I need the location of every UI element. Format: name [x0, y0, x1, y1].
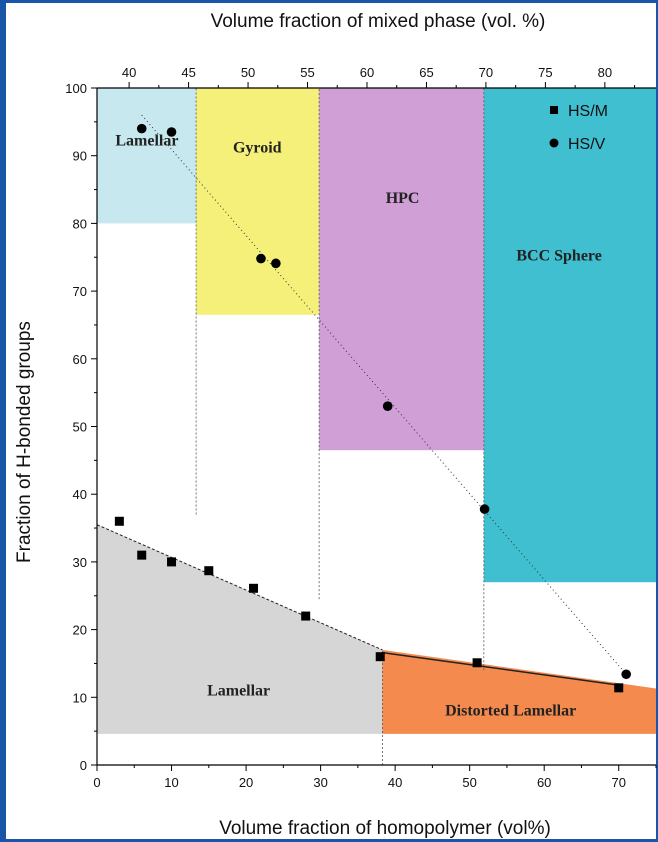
x-tick-label-3: 30: [313, 775, 327, 790]
x-tick-label-6: 60: [537, 775, 551, 790]
y-tick-label-4: 40: [73, 487, 87, 502]
region-label-lamellar-lower: Lamellar: [207, 682, 270, 699]
region-label-3: BCC Sphere: [516, 248, 602, 265]
point-hsm-3: [204, 566, 214, 576]
point-hsv-3: [271, 258, 281, 269]
region-labels: Lamellar Gyroid HPC BCC Sphere Lamellar Disto…: [115, 133, 601, 720]
region-lamellar-lower: [97, 524, 383, 734]
fit-line-hsm-distorted: [382, 651, 619, 686]
region-label-1: Gyroid: [233, 139, 282, 156]
region-0: [97, 88, 197, 224]
fit-lines: [96, 114, 627, 686]
region-label-distorted-lamellar: Distorted Lamellar: [445, 703, 576, 720]
axes: 0 10 20 30 40 50 60 70 80 90 100 0 10 20 30 40 50 60 70 40 4…: [65, 65, 657, 790]
legend-marker-hsv: [549, 138, 559, 148]
x-tick-label-4: 40: [388, 775, 402, 790]
y-axis-label: Fraction of H-bonded groups: [14, 321, 35, 563]
y-tick-label-2: 20: [73, 623, 87, 638]
x-tick-label-1: 10: [164, 775, 178, 790]
phase-regions: [97, 88, 656, 734]
x-tick-label-5: 50: [462, 775, 476, 790]
point-hsm-6: [375, 652, 385, 662]
x2-tick-label-3: 55: [300, 65, 314, 80]
fit-line-hsm-lamellar: [96, 524, 383, 651]
y-tick-label-10: 100: [65, 81, 87, 96]
region-distorted-lamellar: [382, 649, 656, 734]
point-hsm-1: [137, 550, 147, 560]
point-hsm-2: [167, 557, 177, 567]
x2-tick-label-5: 65: [419, 65, 433, 80]
x2-tick-label-8: 80: [598, 65, 612, 80]
point-hsm-8: [614, 683, 624, 693]
y-tick-label-7: 70: [73, 284, 87, 299]
x2-tick-label-6: 70: [479, 65, 493, 80]
y-tick-label-5: 50: [73, 420, 87, 435]
x2-tick-label-7: 75: [538, 65, 552, 80]
region-3: [483, 88, 656, 583]
point-hsv-5: [479, 504, 490, 514]
x2-tick-label-0: 40: [122, 65, 136, 80]
y-tick-label-3: 30: [73, 555, 87, 570]
x-tick-label-7: 70: [611, 775, 625, 790]
boundary-lines: [195, 88, 485, 765]
x-tick-label-0: 0: [93, 775, 100, 790]
x2-tick-label-4: 60: [360, 65, 374, 80]
legend-label-hsv: HS/V: [568, 136, 606, 153]
fit-line-hsv: [141, 114, 627, 675]
y-tick-label-9: 90: [73, 149, 87, 164]
point-hsm-0: [114, 516, 124, 526]
point-hsm-5: [301, 611, 311, 621]
data-points: [114, 123, 631, 693]
region-1: [196, 88, 320, 315]
region-label-0: Lamellar: [115, 133, 178, 150]
x2-tick-label-1: 45: [181, 65, 195, 80]
point-hsv-1: [166, 127, 177, 137]
y-tick-label-6: 60: [73, 352, 87, 367]
region-2: [319, 88, 484, 451]
point-hsv-0: [136, 123, 147, 134]
y-tick-label-1: 10: [73, 690, 87, 705]
point-hsv-6: [621, 669, 631, 680]
legend: HS/M HS/V: [549, 103, 608, 153]
region-label-2: HPC: [386, 190, 420, 207]
point-hsv-2: [256, 253, 266, 264]
point-hsm-7: [472, 658, 482, 668]
x-axis-label: Volume fraction of homopolymer (vol%): [219, 818, 551, 839]
x2-axis-label: Volume fraction of mixed phase (vol. %): [211, 11, 546, 32]
legend-label-hsm: HS/M: [568, 103, 608, 120]
y-tick-label-0: 0: [80, 758, 87, 773]
y-tick-label-8: 80: [73, 216, 87, 231]
point-hsm-4: [249, 583, 259, 593]
x2-tick-label-2: 50: [241, 65, 255, 80]
point-hsv-4: [382, 401, 393, 411]
legend-marker-hsm: [550, 106, 558, 114]
x-tick-label-2: 20: [239, 775, 253, 790]
